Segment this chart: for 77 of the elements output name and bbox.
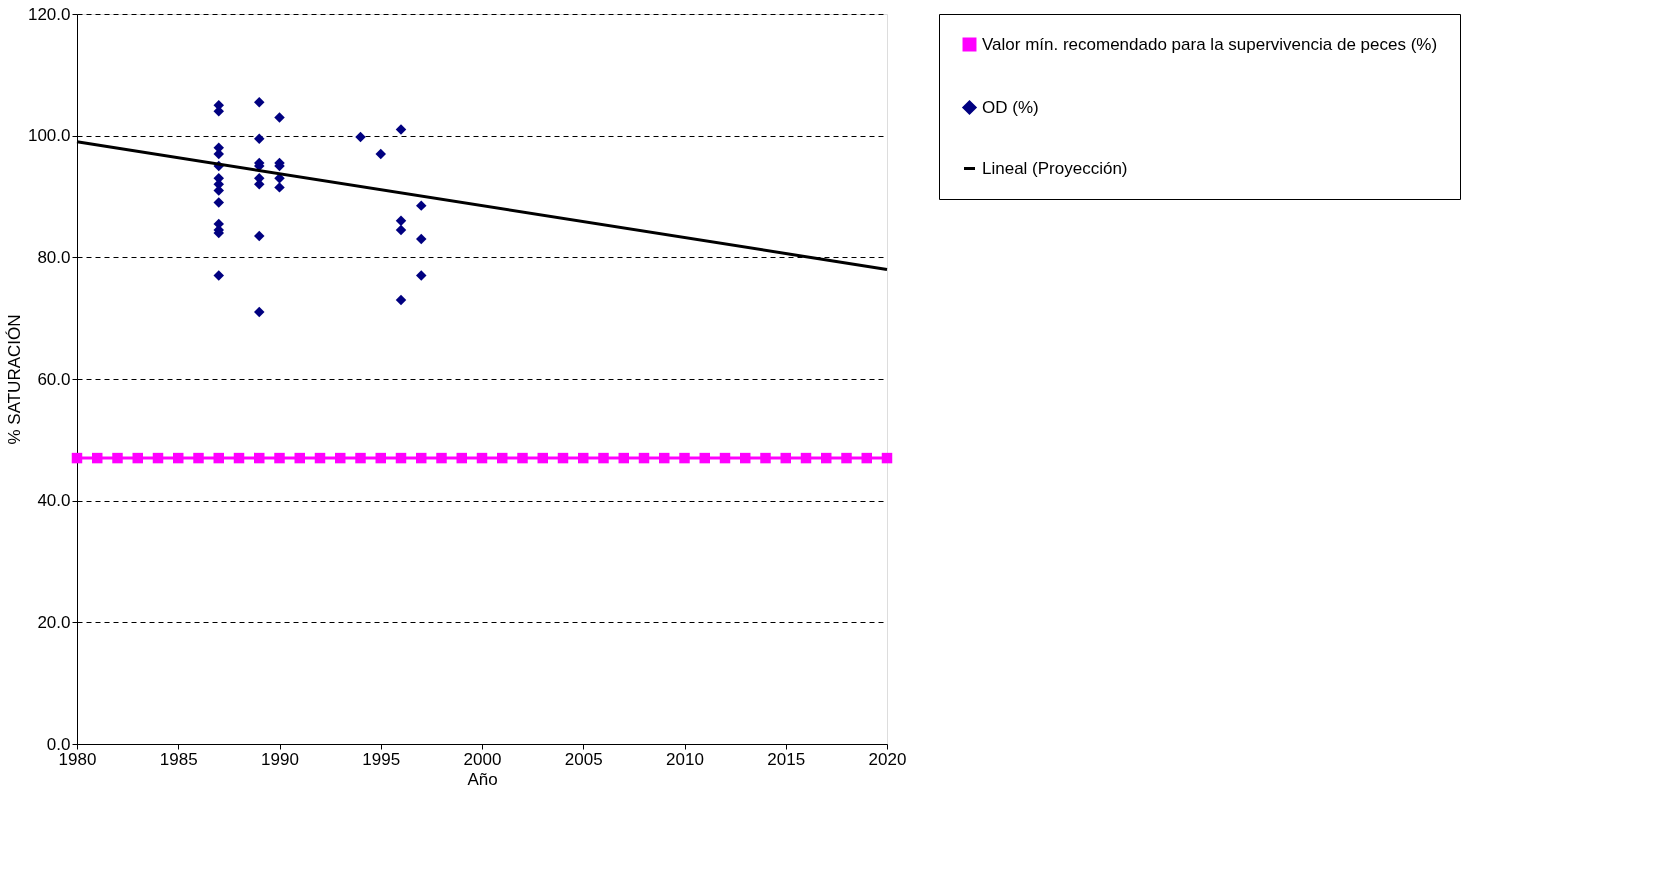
point <box>821 452 832 464</box>
point <box>638 452 650 464</box>
point <box>274 182 285 193</box>
x-tick-label: 2010 <box>666 749 704 769</box>
point <box>274 112 285 123</box>
point <box>294 452 305 464</box>
point <box>395 224 407 236</box>
point <box>355 452 366 464</box>
y-axis-title: % SATURACIÓN <box>4 314 24 445</box>
y-tick-label: 60.0 <box>37 369 71 389</box>
point <box>618 452 629 464</box>
point <box>233 452 245 464</box>
point <box>841 452 852 464</box>
point <box>497 452 508 464</box>
point <box>416 233 427 245</box>
point <box>71 452 83 464</box>
x-tick-label: 2000 <box>463 749 502 769</box>
y-tick-label: 40.0 <box>37 491 71 511</box>
y-tick-label: 80.0 <box>37 247 71 267</box>
point <box>416 200 427 211</box>
point <box>537 452 548 464</box>
x-tick-label: 1990 <box>261 749 299 769</box>
point <box>395 452 407 464</box>
point <box>355 131 366 143</box>
x-tick-label: 1995 <box>362 749 401 769</box>
point <box>213 197 224 208</box>
y-tick-label: 120.0 <box>27 4 71 24</box>
point <box>436 452 447 464</box>
legend-label: Lineal (Proyección) <box>982 158 1128 178</box>
x-axis-title: Año <box>467 769 498 789</box>
point <box>152 452 164 464</box>
point <box>760 452 771 464</box>
x-tick-label: 2005 <box>564 749 603 769</box>
point <box>881 452 893 464</box>
point <box>314 452 326 464</box>
point <box>395 215 407 227</box>
point <box>578 452 589 464</box>
point <box>861 452 872 464</box>
point <box>395 124 407 135</box>
legend-label: OD (%) <box>982 97 1039 117</box>
x-tick-label: 1985 <box>159 749 198 769</box>
point <box>800 452 812 464</box>
legend-label: Valor mín. recomendado para la supervivencia de peces (%) <box>982 34 1438 54</box>
point <box>598 452 609 464</box>
point <box>254 452 265 464</box>
point <box>517 452 528 464</box>
point <box>173 452 184 464</box>
point <box>395 294 407 306</box>
point <box>254 96 265 108</box>
point <box>254 230 265 242</box>
point <box>335 452 346 464</box>
point <box>92 452 103 464</box>
point <box>416 270 427 281</box>
point <box>416 452 427 464</box>
point <box>132 452 143 464</box>
point <box>476 452 488 464</box>
point <box>659 452 670 464</box>
point <box>699 452 710 464</box>
point <box>375 452 386 464</box>
point <box>112 452 123 464</box>
point <box>193 452 204 464</box>
point <box>679 452 690 464</box>
point <box>456 452 467 464</box>
point <box>254 306 265 318</box>
point <box>213 270 224 281</box>
point <box>719 452 731 464</box>
point <box>740 452 751 464</box>
y-tick-label: 100.0 <box>27 126 71 146</box>
point <box>274 452 285 464</box>
point <box>557 452 569 464</box>
point <box>213 452 224 464</box>
point <box>780 452 791 464</box>
y-tick-label: 20.0 <box>37 612 71 632</box>
x-tick-label: 2020 <box>868 749 907 769</box>
x-tick-label: 2015 <box>767 749 806 769</box>
point <box>254 133 265 144</box>
point <box>375 148 386 160</box>
